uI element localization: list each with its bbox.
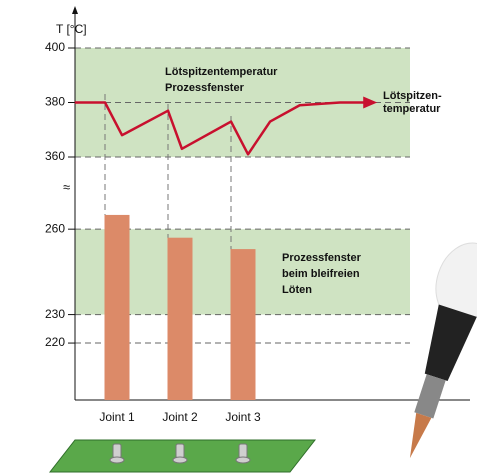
band-label: Lötspitzentemperatur	[165, 66, 278, 78]
page: T [°C] ≈ 360 380 400 220 230 260 Joint 1 Joint …	[0, 0, 477, 474]
y-axis-label: T [°C]	[56, 22, 87, 36]
pcb	[50, 440, 315, 472]
axis-break: ≈	[63, 179, 70, 194]
line-label: temperatur	[383, 103, 441, 115]
band-label: Prozessfenster	[282, 252, 362, 264]
band-label: beim bleifreien	[282, 268, 360, 280]
y-tick-label: 260	[45, 221, 65, 235]
bar	[168, 238, 193, 400]
y-tick-label: 230	[45, 307, 65, 321]
x-tick-label: Joint 2	[162, 410, 198, 424]
band-label: Prozessfenster	[165, 82, 245, 94]
y-axis-arrow	[72, 6, 78, 14]
x-tick-label: Joint 1	[99, 410, 135, 424]
bar	[231, 249, 256, 400]
y-tick-label: 400	[45, 40, 65, 54]
y-tick-label: 220	[45, 335, 65, 349]
line-label: Lötspitzen-	[383, 90, 442, 102]
chart: T [°C] ≈ 360 380 400 220 230 260 Joint 1 Joint …	[0, 0, 477, 474]
y-tick-label: 360	[45, 149, 65, 163]
y-tick-label: 380	[45, 95, 65, 109]
bar	[105, 215, 130, 400]
band-label: Löten	[282, 284, 312, 296]
x-tick-label: Joint 3	[225, 410, 261, 424]
